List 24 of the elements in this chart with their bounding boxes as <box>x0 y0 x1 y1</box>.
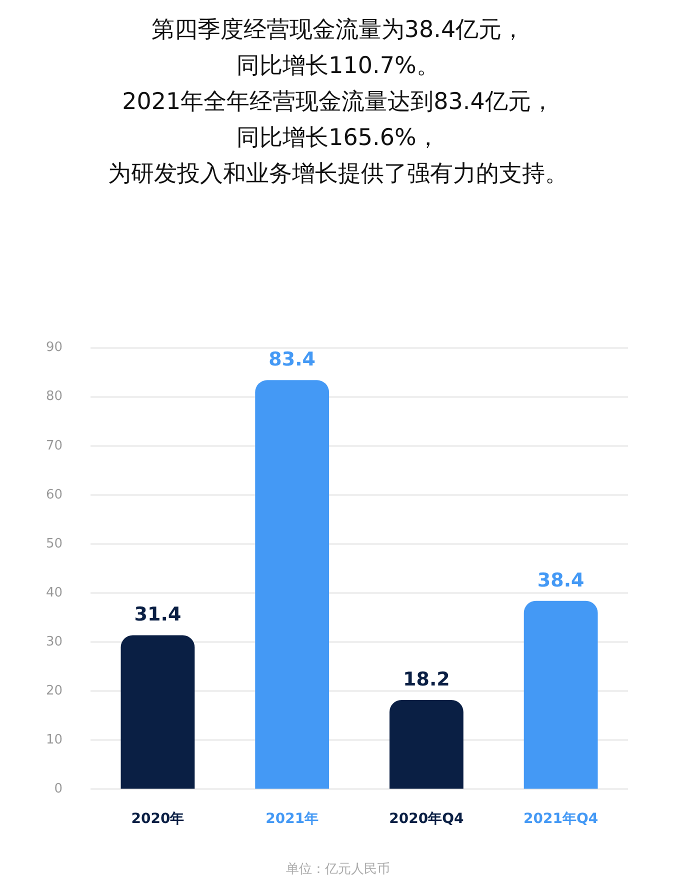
x-tick-label: 2020年 <box>131 811 184 828</box>
y-tick-label: 60 <box>46 487 63 502</box>
chart-title: 第四季度经营现金流量为38.4亿元，同比增长110.7%。2021年全年经营现金流量达到83.4亿元，同比增长165.6%，为研发投入和业务增长提供了强有力的支持。 <box>107 16 569 189</box>
x-tick-label: 2021年 <box>266 811 319 828</box>
y-tick-label: 30 <box>46 634 63 650</box>
y-tick-label: 10 <box>46 732 63 748</box>
bar <box>120 635 195 789</box>
y-tick-label: 50 <box>46 536 63 552</box>
y-tick-label: 70 <box>46 438 63 454</box>
y-tick-label: 90 <box>46 340 63 356</box>
y-tick-label: 20 <box>46 683 63 698</box>
bar <box>524 600 598 789</box>
bar <box>255 380 330 789</box>
x-tick-label: 2021年Q4 <box>524 811 598 828</box>
data-label: 38.4 <box>537 569 584 592</box>
y-tick-label: 80 <box>46 389 63 404</box>
data-label: 31.4 <box>134 604 182 626</box>
text: 单位：亿元人民币 <box>285 861 391 878</box>
x-tick-label: 2020年Q4 <box>389 811 464 828</box>
y-tick-label: 40 <box>46 585 63 600</box>
data-label: 18.2 <box>403 668 450 690</box>
data-label: 83.4 <box>268 348 316 371</box>
bar <box>390 700 464 789</box>
y-tick-label: 0 <box>54 782 63 797</box>
